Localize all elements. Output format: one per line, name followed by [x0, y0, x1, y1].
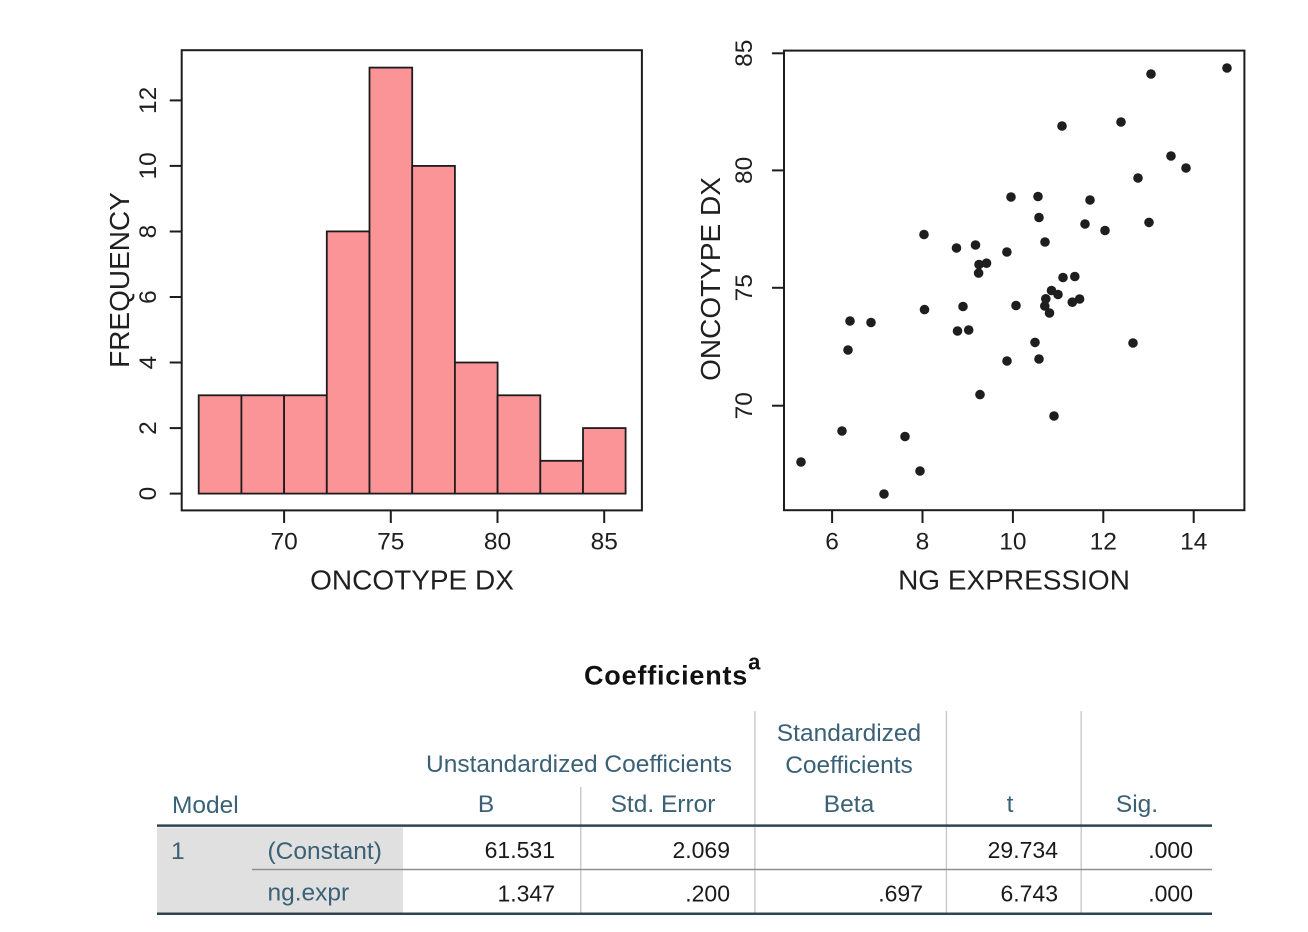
- svg-text:12: 12: [1090, 529, 1117, 556]
- svg-text:Model: Model: [172, 792, 239, 819]
- svg-text:8: 8: [916, 529, 930, 556]
- svg-text:B: B: [478, 791, 494, 818]
- svg-text:10: 10: [999, 529, 1026, 556]
- svg-text:Standardized: Standardized: [777, 720, 921, 747]
- svg-text:80: 80: [731, 157, 758, 184]
- svg-text:70: 70: [731, 392, 758, 419]
- svg-text:t: t: [1007, 791, 1014, 818]
- svg-text:29.734: 29.734: [988, 837, 1059, 863]
- svg-text:ONCOTYPE DX: ONCOTYPE DX: [695, 177, 726, 381]
- svg-text:6: 6: [135, 290, 162, 304]
- svg-text:6.743: 6.743: [1000, 881, 1058, 907]
- svg-text:.200: .200: [685, 881, 730, 907]
- svg-text:Unstandardized Coefficients: Unstandardized Coefficients: [426, 751, 732, 778]
- svg-text:Sig.: Sig.: [1116, 791, 1158, 818]
- svg-text:80: 80: [484, 529, 511, 556]
- svg-text:Coefficientsa: Coefficientsa: [584, 650, 761, 691]
- svg-text:75: 75: [731, 274, 758, 301]
- svg-text:ONCOTYPE DX: ONCOTYPE DX: [310, 565, 514, 596]
- svg-text:.000: .000: [1148, 881, 1193, 907]
- svg-text:6: 6: [825, 529, 839, 556]
- svg-text:.697: .697: [878, 881, 923, 907]
- svg-text:4: 4: [135, 356, 162, 370]
- svg-text:70: 70: [270, 529, 297, 556]
- svg-text:8: 8: [135, 225, 162, 239]
- svg-text:(Constant): (Constant): [268, 838, 382, 865]
- svg-text:10: 10: [135, 152, 162, 179]
- svg-text:2: 2: [135, 421, 162, 435]
- svg-text:NG EXPRESSION: NG EXPRESSION: [898, 565, 1130, 596]
- svg-text:2.069: 2.069: [672, 837, 730, 863]
- svg-text:ng.expr: ng.expr: [268, 880, 350, 907]
- svg-text:12: 12: [135, 87, 162, 114]
- svg-text:Beta: Beta: [824, 791, 875, 818]
- svg-text:Std. Error: Std. Error: [611, 791, 716, 818]
- svg-text:FREQUENCY: FREQUENCY: [104, 192, 135, 368]
- svg-text:14: 14: [1180, 529, 1207, 556]
- svg-text:1.347: 1.347: [497, 881, 555, 907]
- svg-text:85: 85: [731, 40, 758, 67]
- svg-text:.000: .000: [1148, 837, 1193, 863]
- svg-text:61.531: 61.531: [485, 837, 555, 863]
- svg-text:0: 0: [135, 487, 162, 501]
- svg-text:Coefficients: Coefficients: [785, 752, 913, 779]
- svg-text:1: 1: [171, 838, 185, 865]
- svg-text:85: 85: [591, 529, 618, 556]
- svg-text:75: 75: [377, 529, 404, 556]
